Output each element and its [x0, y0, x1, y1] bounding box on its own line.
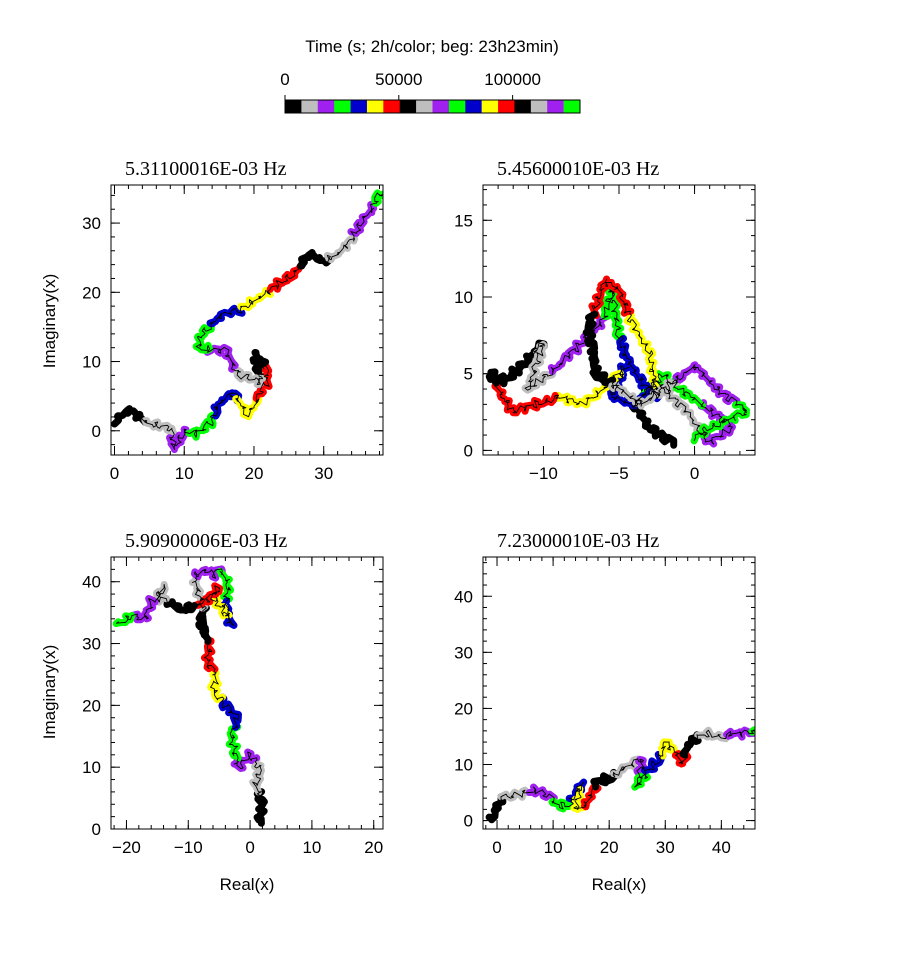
panel-4-title: 7.23000010E-03 Hz	[497, 530, 659, 552]
y-tick-label: 20	[82, 283, 101, 302]
colorbar-swatch	[317, 100, 335, 113]
x-tick-label: 0	[690, 464, 699, 483]
panel-4: 7.23000010E-03 Hz 0 10 20 30 40 0 10 20 30 40 Rea…	[454, 530, 756, 894]
panel-2-title: 5.45600010E-03 Hz	[497, 158, 659, 180]
colorbar-swatch	[432, 100, 450, 113]
x-tick-label: 0	[492, 838, 501, 857]
y-tick-label: 20	[454, 699, 473, 718]
x-tick-label: −10	[529, 464, 558, 483]
colorbar-swatch	[366, 100, 384, 113]
y-tick-label: 10	[454, 288, 473, 307]
colorbar-swatch	[448, 100, 466, 113]
x-tick-label: 0	[110, 464, 119, 483]
panel-4-xlabel: Real(x)	[592, 875, 647, 894]
y-tick-label: 30	[454, 643, 473, 662]
trajectory-trace	[114, 192, 383, 450]
colorbar-frame	[284, 99, 581, 114]
colorbar-swatch	[301, 100, 319, 113]
trajectory-segment	[323, 228, 359, 264]
y-tick-label: 40	[454, 587, 473, 606]
y-tick-label: 30	[82, 635, 101, 654]
trajectory-trace	[115, 568, 265, 824]
panel-1-plot: 0 10 20 30 0 10 20 30	[82, 184, 384, 483]
colorbar-swatch	[383, 100, 401, 113]
colorbar-swatch	[285, 100, 302, 113]
panel-3-xlabel: Real(x)	[220, 875, 275, 894]
colorbar-swatch	[530, 100, 548, 113]
panel-1: 5.31100016E-03 Hz 0 10 20 30 0 10 20 30 Imagina…	[40, 158, 384, 483]
colorbar-swatch	[563, 100, 581, 113]
y-tick-label: 10	[82, 353, 101, 372]
trajectory-segment	[128, 595, 159, 624]
y-tick-label: 10	[454, 756, 473, 775]
trajectory-segment	[162, 595, 198, 615]
panel-1-title: 5.31100016E-03 Hz	[125, 158, 287, 180]
x-tick-label: 20	[245, 464, 264, 483]
colorbar-swatch	[334, 100, 351, 113]
panel-3: 5.90900006E-03 Hz −20 −10 0 10 20 0 10 20 30 40 I…	[40, 530, 384, 894]
panel-3-title: 5.90900006E-03 Hz	[125, 530, 287, 552]
x-tick-label: 0	[245, 838, 254, 857]
colorbar-swatches	[285, 100, 581, 113]
panel-1-ylabel: Imaginary(x)	[40, 274, 59, 368]
x-tick-label: 20	[600, 838, 619, 857]
x-tick-label: 30	[656, 838, 675, 857]
colorbar: Time (s; 2h/color; beg: 23h23min) 0 50000…	[280, 37, 581, 114]
y-tick-label: 30	[82, 214, 101, 233]
panel-2-plot: −10 −5 0 0 5 10 15	[454, 184, 756, 483]
y-tick-label: 20	[82, 696, 101, 715]
colorbar-tick-label: 50000	[375, 70, 422, 89]
colorbar-swatch	[514, 100, 532, 113]
panel-3-plot: −20 −10 0 10 20 0 10 20 30 40	[82, 556, 384, 857]
y-tick-label: 40	[82, 573, 101, 592]
y-tick-label: 10	[82, 758, 101, 777]
colorbar-swatch	[465, 100, 482, 113]
trajectory-segment	[200, 637, 219, 673]
trajectory-trace	[488, 278, 748, 446]
colorbar-tick-label: 100000	[484, 70, 541, 89]
trajectory-trace	[488, 729, 755, 820]
y-tick-label: 15	[454, 211, 473, 230]
x-tick-label: −5	[609, 464, 628, 483]
y-tick-label: 0	[464, 441, 473, 460]
x-tick-label: 10	[544, 838, 563, 857]
x-tick-label: 10	[175, 464, 194, 483]
y-tick-label: 0	[92, 820, 101, 839]
panel-4-plot: 0 10 20 30 40 0 10 20 30 40	[454, 556, 756, 857]
trajectory-segment	[192, 320, 215, 354]
x-tick-label: −10	[174, 838, 203, 857]
y-tick-label: 5	[464, 365, 473, 384]
x-tick-label: 20	[364, 838, 383, 857]
y-tick-label: 0	[464, 812, 473, 831]
panel-3-ylabel: Imaginary(x)	[40, 645, 59, 739]
colorbar-swatch	[498, 100, 515, 113]
colorbar-tick-label: 0	[280, 70, 289, 89]
y-tick-label: 0	[92, 422, 101, 441]
colorbar-ticks: 0 50000 100000	[280, 70, 541, 100]
panel-2: 5.45600010E-03 Hz −10 −5 0 0 5 10 15	[454, 158, 756, 483]
x-tick-label: −20	[112, 838, 141, 857]
trajectory-segment	[237, 285, 274, 312]
colorbar-swatch	[547, 100, 564, 113]
x-tick-label: 40	[712, 838, 731, 857]
colorbar-title: Time (s; 2h/color; beg: 23h23min)	[305, 37, 559, 56]
colorbar-swatch	[416, 100, 433, 113]
trajectory-segment	[218, 693, 242, 731]
colorbar-swatch	[399, 100, 417, 113]
colorbar-swatch	[350, 100, 368, 113]
x-tick-label: 30	[314, 464, 333, 483]
x-tick-label: 10	[302, 838, 321, 857]
colorbar-swatch	[481, 100, 499, 113]
plot-frame	[482, 556, 756, 830]
